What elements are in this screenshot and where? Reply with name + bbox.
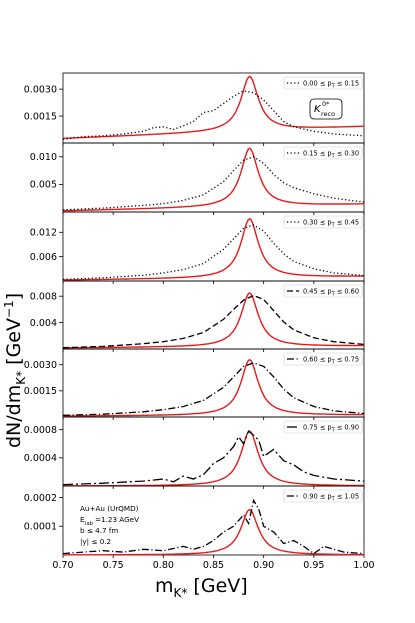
legend-box: [283, 284, 363, 298]
x-tick-label: 0.75: [103, 560, 124, 571]
badge-sup: 0*: [322, 100, 330, 108]
legend-label: 0.45 ≤ pT ≤ 0.60: [303, 288, 359, 298]
legend-box: [283, 489, 363, 503]
collision-annotation: Au+Au (UrQMD) E lab =1.23 AGeV b ≤ 4.7 f…: [80, 504, 139, 546]
badge-main: K: [314, 104, 322, 115]
legend: 0.00 ≤ pT ≤ 0.15: [283, 76, 363, 90]
y-axis-label-unit: [GeV: [3, 318, 25, 371]
y-tick-label: 0.0001: [24, 522, 57, 533]
data-curve: [62, 224, 365, 281]
x-axis-label-unit: [GeV]: [187, 575, 247, 597]
data-curve: [62, 498, 365, 555]
y-tick-label: 0.0008: [24, 425, 57, 436]
y-tick-label: 0.008: [30, 291, 57, 302]
y-tick-label: 0.0015: [24, 386, 57, 397]
legend: 0.75 ≤ pT ≤ 0.90: [283, 420, 363, 434]
panel-2: 0.005 0.010 0.15 ≤ pT ≤ 0.30: [30, 142, 365, 215]
y-tick-label: 0.004: [30, 318, 57, 329]
fit-curve: [63, 292, 364, 349]
fit-curve: [63, 147, 364, 212]
x-tick-label: 0.85: [203, 560, 224, 571]
y-tick-label: 0.010: [30, 152, 57, 163]
legend: 0.90 ≤ pT ≤ 1.05: [283, 489, 363, 503]
legend-label: 0.15 ≤ pT ≤ 0.30: [303, 150, 359, 160]
legend-label: 0.00 ≤ pT ≤ 0.15: [303, 80, 359, 90]
y-axis-label: dN/dmK* [GeV−1]: [2, 293, 28, 448]
annotation-line-3: b ≤ 4.7 fm: [80, 526, 118, 535]
annotation-line-2-lead: E: [80, 515, 85, 524]
y-axis-label-sub: K*: [14, 371, 28, 385]
x-tick-labels: 0.70 0.75 0.80 0.85 0.90 0.95 1.00: [52, 560, 374, 571]
annotation-line-1: Au+Au (UrQMD): [80, 504, 139, 513]
y-tick-label: 0.012: [30, 228, 57, 239]
panel-5: 0.0015 0.0030 0.60 ≤ pT ≤ 0.75: [24, 348, 365, 420]
x-axis-label-main: m: [155, 575, 174, 597]
annotation-line-4: |y| ≤ 0.2: [80, 537, 111, 546]
legend-label: 0.60 ≤ pT ≤ 0.75: [303, 356, 359, 366]
fit-curve: [63, 75, 365, 139]
annotation-line-2-tail: =1.23 AGeV: [95, 515, 139, 524]
x-tick-label: 0.80: [153, 560, 174, 571]
fit-curve: [63, 430, 364, 487]
fit-curve: [63, 508, 364, 556]
legend-label: 0.90 ≤ pT ≤ 1.05: [303, 493, 359, 503]
panel-6: 0.0004 0.0008 0.75 ≤ pT ≤ 0.90: [24, 416, 365, 489]
legend-box: [283, 146, 363, 160]
x-axis-label: mK* [GeV]: [155, 575, 248, 600]
data-curve: [62, 90, 365, 141]
legend: 0.30 ≤ pT ≤ 0.45: [283, 215, 363, 229]
fit-curve: [63, 217, 364, 281]
legend-box: [283, 76, 363, 90]
y-tick-label: 0.0015: [24, 111, 57, 122]
panel-7: 0.0001 0.0002 0.90 ≤ pT ≤ 1.05: [24, 485, 365, 558]
data-curve: [62, 362, 365, 416]
badge-sub: reco: [321, 110, 335, 118]
y-tick-label: 0.0002: [24, 493, 57, 504]
y-tick-label: 0.0030: [24, 84, 57, 95]
panel-3: 0.006 0.012 0.30 ≤ pT ≤ 0.45: [30, 211, 365, 284]
legend: 0.45 ≤ pT ≤ 0.60: [283, 284, 363, 298]
y-tick-label: 0.006: [30, 252, 57, 263]
fit-curve: [62, 358, 364, 417]
data-curve: [62, 294, 365, 349]
x-tick-label: 0.70: [52, 560, 73, 571]
data-curve: [62, 156, 365, 211]
panel-1: 0.0015 0.0030 0.00 ≤ pT ≤ 0.15: [24, 72, 365, 146]
legend: 0.60 ≤ pT ≤ 0.75: [283, 352, 363, 366]
legend-box: [283, 420, 363, 434]
legend-box: [283, 352, 363, 366]
panel-4: 0.004 0.008 0.45 ≤ pT ≤ 0.60: [30, 280, 365, 352]
x-axis-label-sub: K*: [174, 586, 188, 600]
legend: 0.15 ≤ pT ≤ 0.30: [283, 146, 363, 160]
data-curve: [62, 430, 365, 486]
y-axis-label-exp: −1: [2, 300, 16, 318]
y-axis-label-main: dN/dm: [3, 385, 25, 448]
y-tick-label: 0.0004: [24, 453, 57, 464]
x-tick-label: 1.00: [353, 560, 374, 571]
legend-label: 0.30 ≤ pT ≤ 0.45: [303, 219, 359, 229]
x-tick-label: 0.90: [253, 560, 274, 571]
x-tick-label: 0.95: [303, 560, 324, 571]
legend-box: [283, 215, 363, 229]
y-tick-label: 0.005: [30, 180, 57, 191]
annotation-line-2-sub: lab: [85, 521, 94, 527]
y-tick-label: 0.0030: [24, 360, 57, 371]
legend-label: 0.75 ≤ pT ≤ 0.90: [303, 424, 359, 434]
y-axis-label-close: ]: [3, 293, 25, 300]
particle-badge: K 0* reco: [309, 98, 343, 120]
